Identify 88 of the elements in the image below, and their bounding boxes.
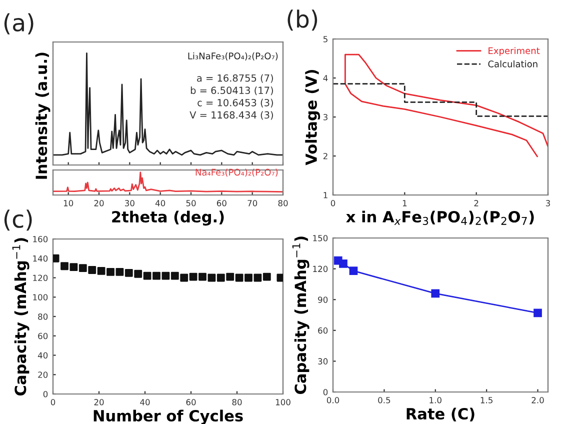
y-tick-label: 140: [33, 255, 48, 262]
point: [244, 274, 252, 282]
y-tick-label: 120: [33, 274, 48, 282]
point: [339, 260, 348, 268]
annotation: a = 16.8755 (7): [197, 74, 273, 83]
annotation: c = 10.6453 (3): [198, 98, 273, 108]
point: [349, 266, 358, 276]
point: [235, 274, 244, 282]
point: [97, 267, 106, 275]
x-tick-label: 40: [155, 200, 166, 206]
point: [262, 272, 271, 281]
x-tick-label: 40: [140, 399, 150, 406]
y-tick-label: 160: [33, 236, 48, 242]
x-tick-label: 1.0: [430, 397, 442, 404]
x-tick-label: 60: [186, 399, 196, 406]
annotation: b = 6.50413 (17): [190, 86, 273, 96]
point: [254, 274, 262, 282]
y-tick-label: 4: [323, 75, 328, 82]
y-axis-title: Capacity (mAhg$^{−1}$): [12, 238, 30, 396]
point: [116, 268, 124, 276]
y-tick-label: 20: [38, 372, 48, 378]
point: [124, 268, 133, 277]
x-tick-label: 2.0: [532, 397, 544, 404]
point: [88, 266, 96, 274]
annotation: V = 1168.434 (3): [190, 111, 273, 120]
x-tick-label: 60: [216, 200, 226, 206]
y-tick-label: 0: [43, 390, 48, 398]
x-tick-label: 80: [232, 399, 242, 406]
y-tick-label: 5: [323, 36, 328, 42]
y-axis-title: Voltage (V): [305, 70, 320, 166]
point: [226, 272, 234, 281]
point: [70, 263, 78, 272]
y-tick-label: 60: [318, 327, 328, 334]
x-tick-label: 0: [50, 399, 56, 406]
x-axis-title: Rate (C): [406, 408, 474, 422]
y-tick-label: 150: [313, 234, 328, 242]
point: [134, 270, 142, 278]
x-tick-label: 0.5: [378, 397, 390, 404]
x-tick-label: 50: [186, 200, 196, 206]
chart-title: (c): [4, 210, 32, 231]
x-tick-label: 0: [330, 200, 336, 206]
y-tick-label: 100: [33, 294, 48, 300]
point: [208, 274, 216, 282]
point: [431, 289, 440, 298]
point: [162, 272, 170, 280]
x-tick-label: 1: [402, 200, 407, 206]
legend-label: Calculation: [488, 60, 538, 68]
y-tick-label: 80: [38, 313, 48, 320]
point: [78, 264, 87, 272]
y-axis-title: Intensity (a.u.): [35, 52, 50, 179]
x-tick-label: 10: [64, 200, 74, 206]
x-tick-label: 3: [546, 200, 550, 206]
chart-title: (b): [288, 10, 318, 31]
point: [216, 274, 225, 282]
legend-label: Experiment: [488, 47, 540, 56]
y-tick-label: 60: [38, 332, 48, 340]
x-axis-title: 2theta (deg.): [112, 210, 224, 226]
y-tick-label: 90: [318, 296, 328, 303]
x-tick-label: 80: [278, 200, 288, 206]
x-tick-label: 0.0: [326, 397, 340, 404]
x-tick-label: 20: [94, 399, 104, 406]
text: Li₃NaFe₃(PO₄)₂(P₂O₇): [188, 52, 278, 60]
point: [143, 272, 152, 280]
x-tick-label: 100: [276, 399, 290, 406]
text: x in A$_{x}$Fe$_{3}$(PO$_{4}$)$_{2}$(P$_{2}$O$_{7}$): [346, 210, 534, 225]
point: [180, 274, 188, 282]
y-tick-label: 120: [313, 266, 328, 272]
point: [152, 272, 160, 280]
y-tick-label: 1: [324, 192, 328, 198]
x-tick-label: 1.5: [480, 397, 492, 404]
x-tick-label: 70: [248, 200, 258, 206]
point: [170, 272, 179, 280]
point: [198, 272, 206, 281]
point: [189, 272, 198, 281]
y-tick-label: 0: [323, 388, 328, 396]
point: [106, 268, 114, 276]
x-tick-label: 20: [94, 200, 104, 206]
y-axis-title: Capacity (mAhg$^{−1}$): [292, 236, 310, 394]
y-tick-label: 40: [38, 352, 48, 359]
y-tick-label: 30: [318, 358, 328, 364]
y-tick-label: 3: [323, 114, 328, 120]
series-label: Na₄Fe₃(PO₄)₂(P₂O₇): [196, 168, 278, 177]
chart-title: (a): [4, 13, 34, 34]
point: [534, 308, 542, 318]
x-tick-label: 30: [125, 200, 134, 206]
x-tick-label: 2: [474, 200, 478, 206]
point: [60, 262, 68, 270]
y-tick-label: 2: [323, 152, 328, 160]
